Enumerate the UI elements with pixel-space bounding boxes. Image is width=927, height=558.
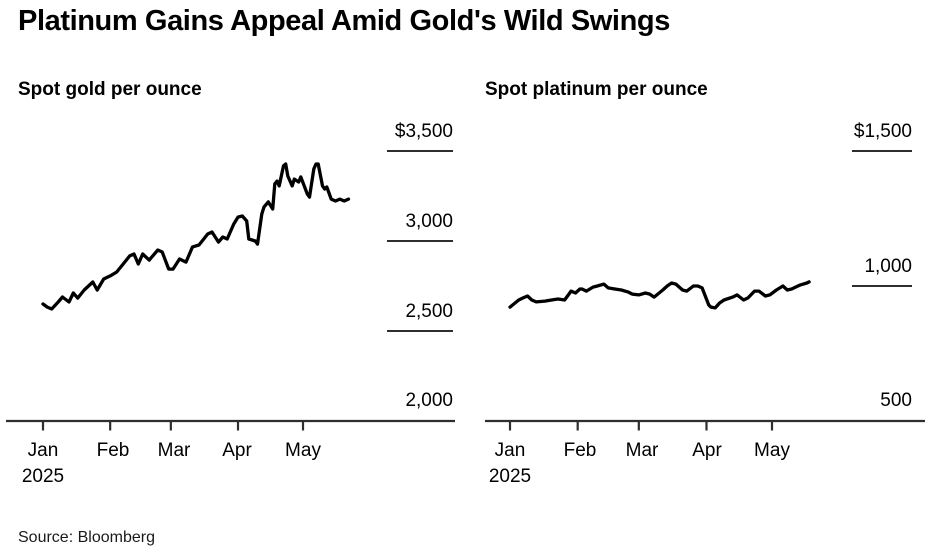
gold-x-tick-label: Jan [27,440,59,461]
figure-title: Platinum Gains Appeal Amid Gold's Wild S… [18,5,670,37]
gold-x-tick-label: Mar [157,440,191,461]
gold-x-tick-label: Apr [222,440,252,461]
platinum-x-axis-ticks [508,421,774,431]
platinum-x-year-label: 2025 [488,466,532,487]
platinum-x-tick-label: Jan [494,440,526,461]
platinum-x-tick-label: Apr [692,440,722,461]
gold-x-tick-label: May [285,440,321,461]
platinum-y-axis-ticks [852,150,912,287]
gold-y-tick-label: $3,500 [394,121,453,142]
gold-y-tick-label: 2,500 [405,301,453,322]
gold-y-axis-ticks [387,150,453,332]
source-note: Source: Bloomberg [18,529,155,546]
platinum-chart-graphics [485,150,925,431]
gold-y-tick-label: 3,000 [405,211,453,232]
platinum-y-tick-label: 500 [880,390,912,411]
platinum-price-line [508,280,811,310]
platinum-x-tick-label: Mar [625,440,659,461]
gold-x-year-label: 2025 [21,466,65,487]
platinum-x-tick-label: May [754,440,790,461]
gold-chart-subtitle: Spot gold per ounce [18,79,202,100]
gold-chart-graphics [6,150,455,431]
gold-x-tick-label: Feb [96,440,130,461]
gold-x-axis-ticks [41,421,305,431]
gold-price-line [41,162,351,311]
platinum-y-tick-label: $1,500 [853,121,912,142]
platinum-chart-subtitle: Spot platinum per ounce [485,79,708,100]
platinum-y-tick-label: 1,000 [864,256,912,277]
platinum-x-tick-label: Feb [563,440,597,461]
gold-y-tick-label: 2,000 [405,390,453,411]
